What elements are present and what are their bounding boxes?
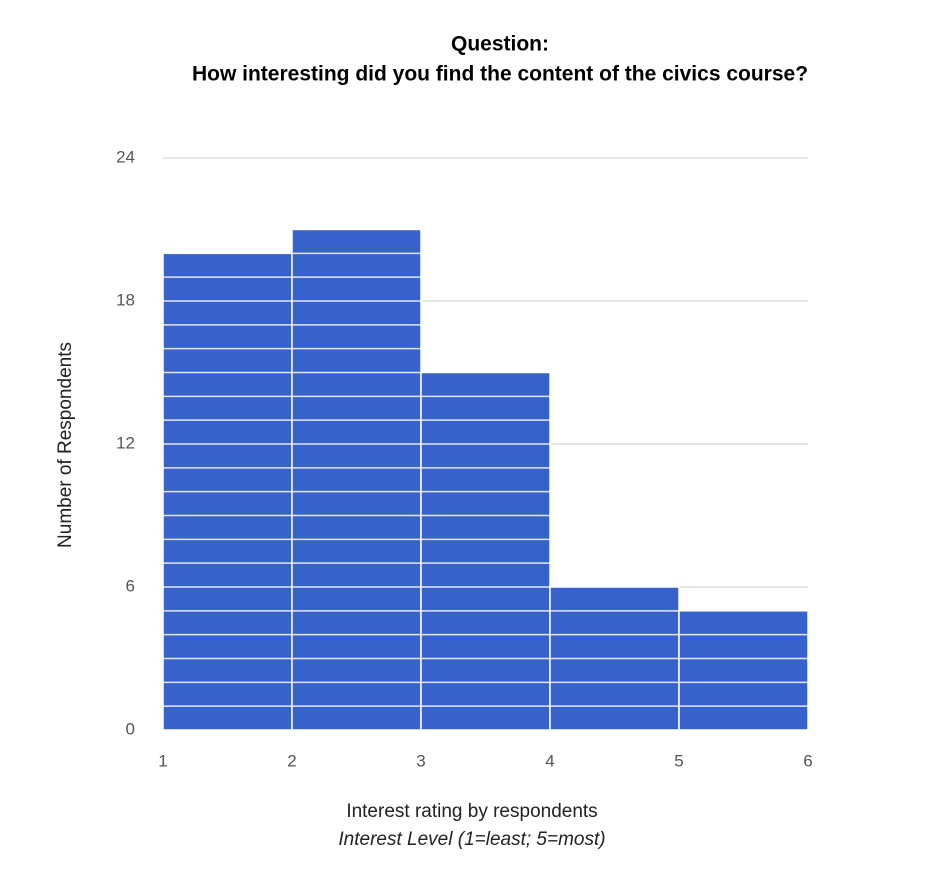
x-axis-label: Interest rating by respondents — [346, 801, 597, 822]
chart-subtitle: How interesting did you find the content… — [192, 63, 808, 86]
x-tick-label: 4 — [545, 751, 554, 770]
y-tick-label: 12 — [116, 433, 135, 452]
x-tick-label: 6 — [803, 751, 812, 770]
bar — [678, 610, 809, 731]
y-tick-label: 24 — [116, 147, 135, 166]
bar — [291, 228, 422, 731]
y-tick-label: 6 — [126, 576, 135, 595]
x-tick-label: 3 — [416, 751, 425, 770]
y-axis-label: Number of Respondents — [55, 342, 76, 548]
x-axis-note: Interest Level (1=least; 5=most) — [338, 829, 605, 850]
x-tick-label: 2 — [287, 751, 296, 770]
x-tick-label: 5 — [674, 751, 683, 770]
y-tick-label: 18 — [116, 290, 135, 309]
y-tick-label: 0 — [126, 719, 135, 738]
bar — [420, 371, 551, 731]
x-tick-label: 1 — [158, 751, 167, 770]
chart-title: Question: — [451, 33, 549, 56]
